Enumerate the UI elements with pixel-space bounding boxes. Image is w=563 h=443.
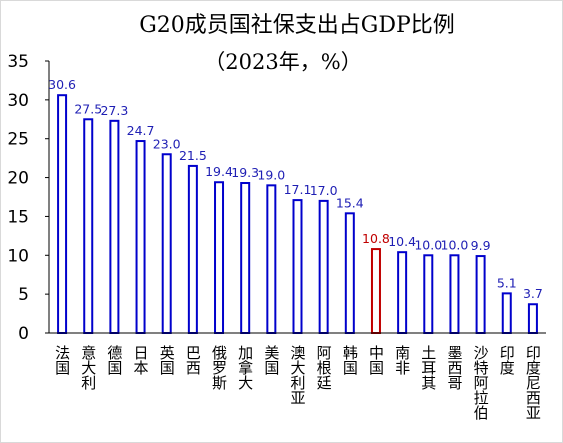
x-tick-label: 俄罗斯 <box>210 345 228 391</box>
data-label: 10.8 <box>362 231 390 246</box>
data-label: 17.0 <box>310 183 338 198</box>
y-tick-label: 30 <box>7 91 29 111</box>
y-tick-label: 10 <box>7 246 29 266</box>
bar <box>187 164 198 334</box>
data-label: 27.5 <box>74 101 102 116</box>
x-tick-label: 中国 <box>367 345 385 375</box>
bar <box>83 118 94 334</box>
x-tick-label: 土耳其 <box>419 345 437 390</box>
x-tick-label: 印度尼西亚 <box>524 345 542 420</box>
data-label: 10.4 <box>388 234 416 249</box>
data-label: 27.3 <box>100 103 128 118</box>
chart-subtitle: （2023年，%） <box>204 50 361 74</box>
y-tick-label: 5 <box>18 285 29 305</box>
x-tick-label: 法国 <box>53 345 71 375</box>
data-label: 21.5 <box>179 148 207 163</box>
x-tick-label: 韩国 <box>341 345 359 375</box>
x-tick-label: 澳大利亚 <box>289 345 307 405</box>
x-tick-label: 英国 <box>158 344 176 375</box>
x-tick-label: 南非 <box>393 345 411 375</box>
x-tick-label: 日本 <box>132 345 150 375</box>
bar <box>370 248 381 334</box>
bar <box>423 254 434 335</box>
y-tick-label: 35 <box>7 52 29 72</box>
bar <box>449 254 460 335</box>
data-label: 10.0 <box>441 237 469 252</box>
data-label: 23.0 <box>153 136 181 151</box>
data-label: 15.4 <box>336 195 364 210</box>
data-label: 3.7 <box>523 286 543 301</box>
x-tick-label: 印度 <box>498 345 516 375</box>
bar <box>527 303 538 335</box>
data-label: 19.3 <box>231 165 259 180</box>
bar <box>57 94 68 334</box>
y-tick-label: 20 <box>7 169 29 189</box>
data-label: 30.6 <box>48 77 76 92</box>
bar <box>214 181 225 334</box>
bar <box>135 140 146 334</box>
bar <box>266 184 277 334</box>
data-label: 24.7 <box>127 123 155 138</box>
bar <box>109 119 120 334</box>
x-tick-label: 加拿大 <box>236 345 254 390</box>
chart-title: G20成员国社保支出占GDP比例 <box>139 13 455 38</box>
data-label: 10.0 <box>414 237 442 252</box>
x-axis: 法国 意大利 德国 日本 英国 巴西 俄罗斯 加拿大 美国 澳大利亚 阿根廷 韩国 中国 南非 土耳其 墨西哥… <box>49 332 546 420</box>
bar <box>318 199 329 334</box>
x-tick-label: 美国 <box>262 345 280 375</box>
data-label: 5.1 <box>497 275 517 290</box>
x-tick-label: 阿根廷 <box>315 345 333 390</box>
bar <box>292 199 303 334</box>
data-label: 17.1 <box>284 182 312 197</box>
data-label: 9.9 <box>471 238 491 253</box>
x-tick-label: 沙特阿拉伯 <box>472 345 490 420</box>
bar <box>240 182 251 334</box>
x-tick-label: 意大利 <box>79 344 97 390</box>
bar <box>501 292 512 335</box>
y-axis: 0 5 10 15 20 25 30 35 <box>7 52 50 344</box>
y-tick-label: 0 <box>18 324 29 344</box>
y-tick-label: 25 <box>7 130 29 150</box>
x-tick-label: 墨西哥 <box>445 345 463 390</box>
y-tick-label: 15 <box>7 207 29 227</box>
x-tick-label: 巴西 <box>184 345 202 375</box>
x-tick-label: 德国 <box>105 344 123 375</box>
value-labels: 30.6 27.527.3 24.723.021.519.419.319.017.1… <box>48 77 543 301</box>
bar <box>397 251 408 334</box>
data-label: 19.4 <box>205 164 233 179</box>
bar <box>161 153 172 334</box>
bar <box>475 255 486 334</box>
data-label: 19.0 <box>257 167 285 182</box>
bar <box>344 212 355 335</box>
